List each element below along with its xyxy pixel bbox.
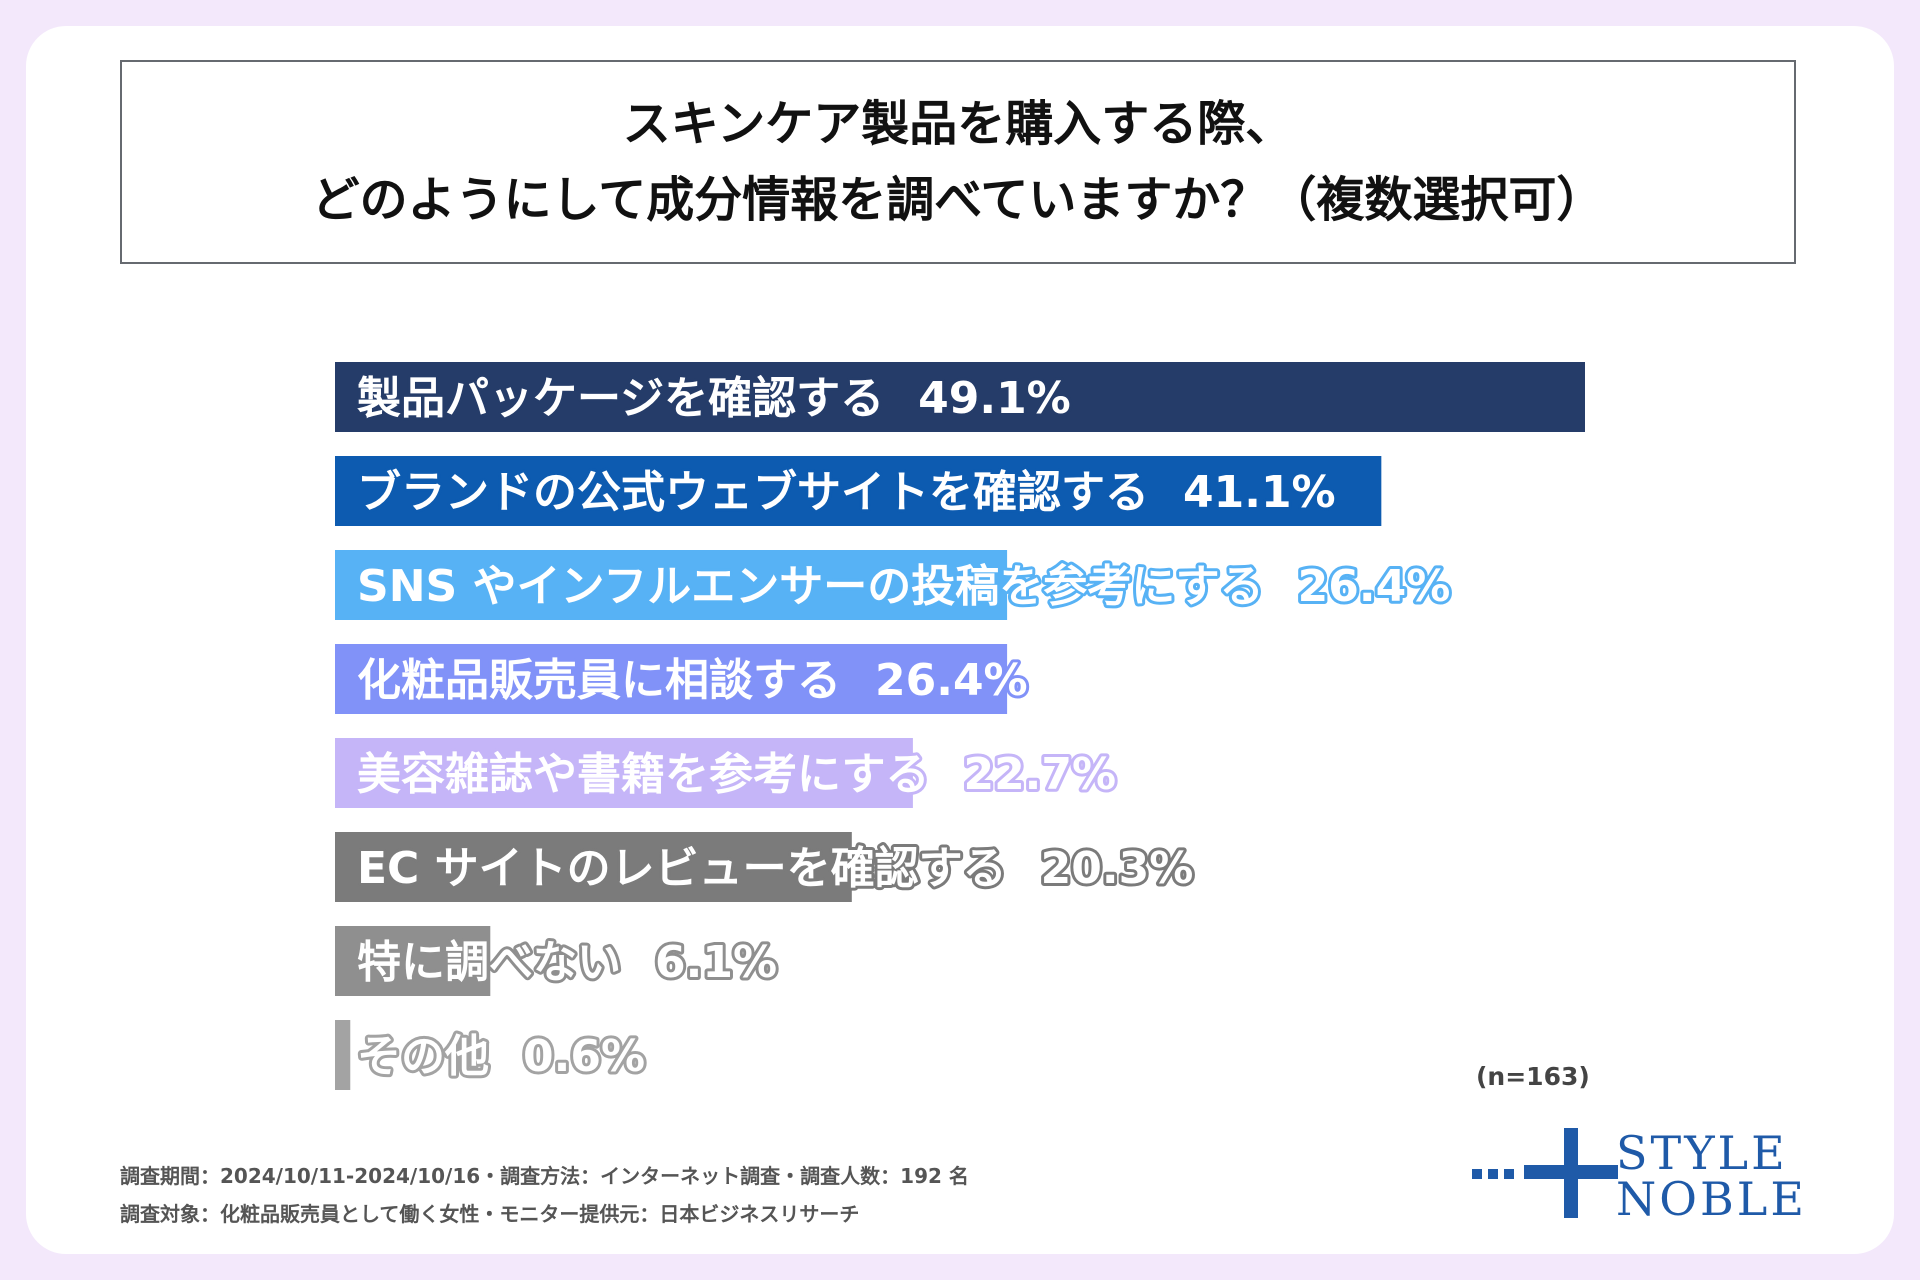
sample-size: (n=163) — [1476, 1062, 1590, 1091]
bar-label-2: ブランドの公式ウェブサイトを確認する 41.1% — [357, 467, 1336, 518]
bar-category: 製品パッケージを確認する — [357, 373, 884, 424]
bar-value-label: 26.4% — [875, 655, 1028, 706]
title-line-1: スキンケア製品を購入する際、 — [622, 96, 1294, 152]
bar-category: SNS やインフルエンサーの投稿を参考にする — [357, 561, 1264, 612]
title-box: スキンケア製品を購入する際、 どのようにして成分情報を調べていますか？（複数選択… — [120, 60, 1796, 264]
bar-7 — [335, 926, 491, 996]
logo-dot — [1504, 1169, 1514, 1179]
bar-label-6: EC サイトのレビューを確認する 20.3% — [357, 843, 1193, 894]
title-line-2: どのようにして成分情報を調べていますか？（複数選択可） — [311, 172, 1605, 228]
bar-label-3: SNS やインフルエンサーの投稿を参考にする 26.4% — [357, 561, 1450, 612]
style-noble-logo: STYLE NOBLE — [1470, 1126, 1810, 1222]
bar-value-label: 0.6% — [523, 1031, 645, 1082]
bar-6 — [335, 832, 852, 902]
bar-label-7: 特に調べない 6.1% — [357, 937, 777, 988]
bar-value-label: 41.1% — [1183, 467, 1336, 518]
bar-label-5: 美容雑誌や書籍を参考にする 22.7% — [357, 749, 1116, 800]
bar-8 — [335, 1020, 351, 1090]
bar-1 — [335, 362, 1585, 432]
bar-3 — [335, 550, 1008, 620]
bar-value-label: 22.7% — [963, 749, 1116, 800]
bar-2 — [335, 456, 1382, 526]
bar-4 — [335, 644, 1008, 714]
bar-category: 化粧品販売員に相談する — [357, 655, 841, 706]
bar-value-label: 20.3% — [1041, 843, 1194, 894]
bar-value-label: 6.1% — [655, 937, 777, 988]
survey-info-period-method: 調査期間：2024/10/11-2024/10/16・調査方法：インターネット調… — [120, 1164, 969, 1188]
bar-label-1: 製品パッケージを確認する 49.1% — [357, 373, 1071, 424]
bar-category: 特に調べない — [357, 937, 621, 988]
logo-plus-vertical — [1564, 1128, 1578, 1218]
bar-value-label: 49.1% — [918, 373, 1071, 424]
bar-category: EC サイトのレビューを確認する — [357, 843, 1007, 894]
logo-dot — [1472, 1169, 1482, 1179]
bar-5 — [335, 738, 913, 808]
bar-category: 美容雑誌や書籍を参考にする — [357, 749, 929, 800]
bar-category: ブランドの公式ウェブサイトを確認する — [357, 467, 1149, 518]
bar-label-4: 化粧品販売員に相談する 26.4% — [357, 655, 1028, 706]
survey-info-target-provider: 調査対象：化粧品販売員として働く女性・モニター提供元：日本ビジネスリサーチ — [120, 1202, 860, 1226]
logo-dot — [1488, 1169, 1498, 1179]
bar-label-8: その他 0.6% — [357, 1031, 645, 1082]
logo-text-style: STYLE — [1616, 1126, 1788, 1180]
bar-category: その他 — [357, 1031, 489, 1082]
logo-text-noble: NOBLE — [1616, 1172, 1807, 1226]
bar-value-label: 26.4% — [1298, 561, 1451, 612]
